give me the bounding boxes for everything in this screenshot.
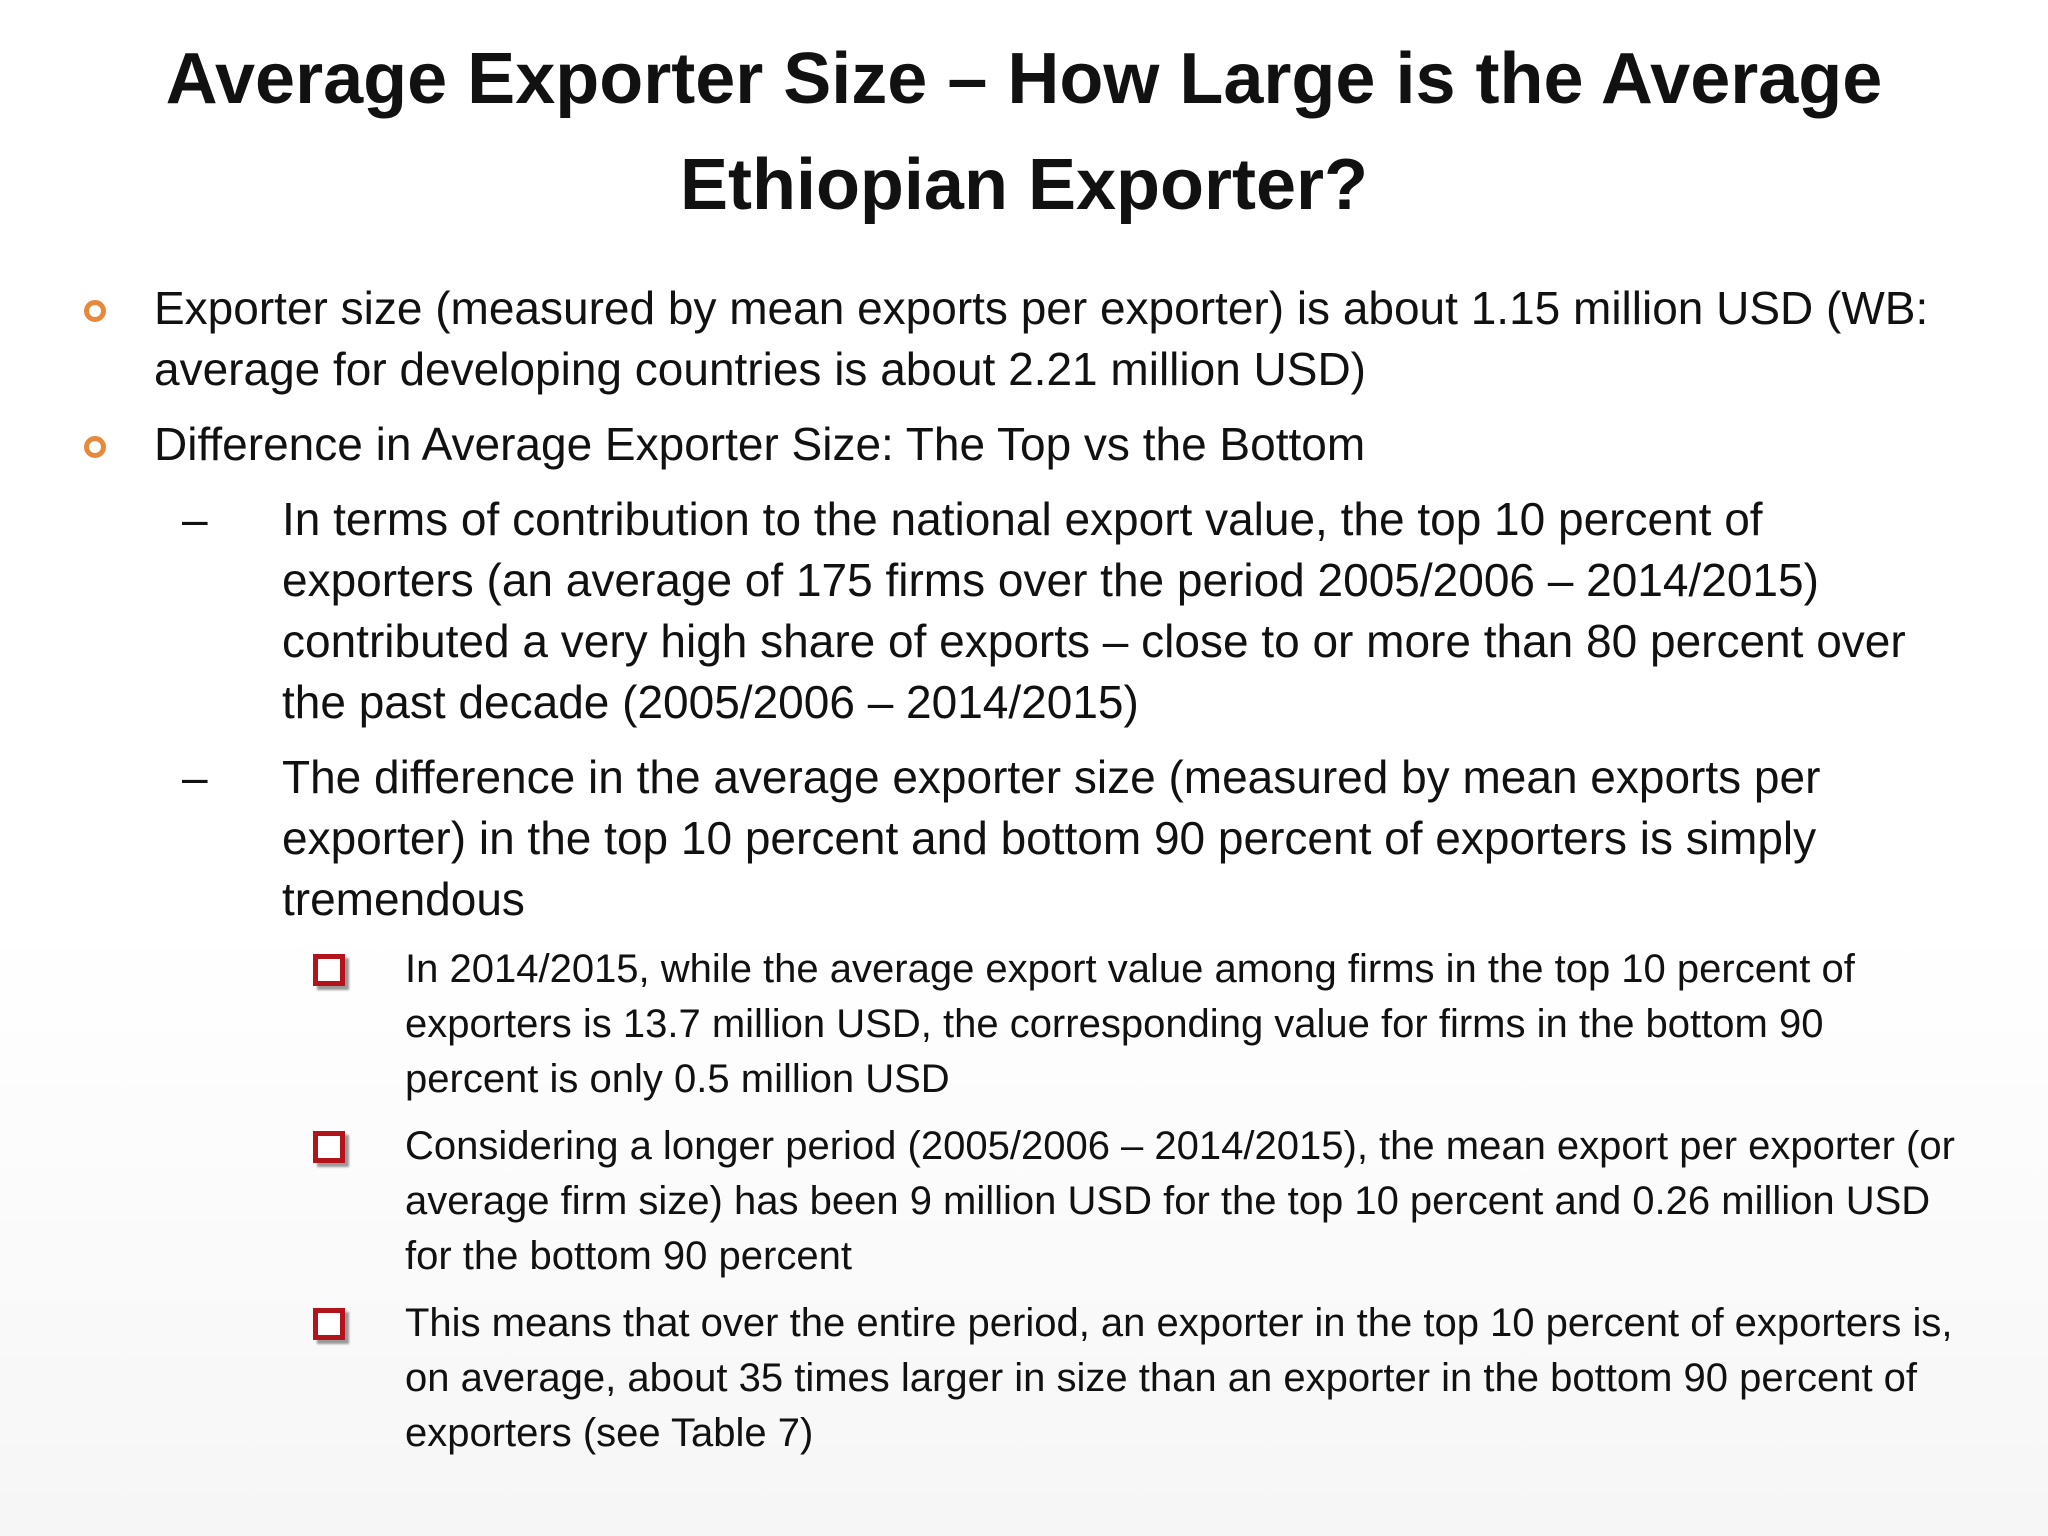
bullet-marker (313, 1131, 345, 1163)
bullet-item: Difference in Average Exporter Size: The… (84, 414, 1955, 1461)
bullet-item: Considering a longer period (2005/2006 –… (313, 1119, 1955, 1284)
bullet-marker (84, 300, 106, 322)
bullet-text: This means that over the entire period, … (405, 1301, 1953, 1455)
bullet-text: Exporter size (measured by mean exports … (154, 282, 1929, 395)
bullet-marker (313, 1308, 345, 1340)
bullet-text: Difference in Average Exporter Size: The… (154, 418, 1366, 470)
slide-title: Average Exporter Size – How Large is the… (165, 39, 1883, 225)
bullet-item: Exporter size (measured by mean exports … (84, 278, 1954, 400)
bullet-item: In 2014/2015, while the average export v… (313, 942, 1955, 1107)
bullet-item: This means that over the entire period, … (313, 1296, 1955, 1461)
bullet-marker (313, 954, 345, 986)
bullet-text: In 2014/2015, while the average export v… (405, 947, 1855, 1101)
slide-body: Exporter size (measured by mean exports … (0, 278, 2048, 1475)
bullet-marker: – (182, 493, 208, 545)
bullet-text: In terms of contribution to the national… (282, 493, 1906, 728)
bullet-text: The difference in the average exporter s… (282, 751, 1821, 925)
bullet-item: – The difference in the average exporter … (182, 747, 1955, 1461)
bullet-marker (84, 436, 106, 458)
bullet-marker: – (182, 751, 208, 803)
bullet-item: – In terms of contribution to the nationa… (182, 489, 1952, 733)
bullet-text: Considering a longer period (2005/2006 –… (405, 1124, 1955, 1278)
